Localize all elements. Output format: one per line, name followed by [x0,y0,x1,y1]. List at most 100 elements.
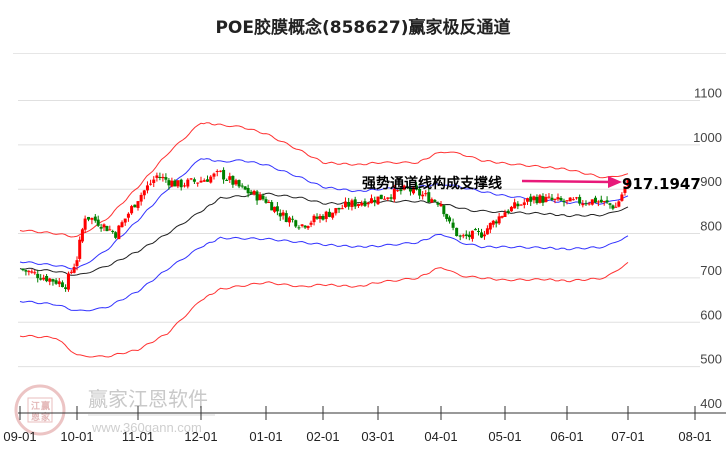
candle-body [99,227,103,229]
candle-body [590,199,594,205]
candle-body [102,224,106,228]
candle-body [96,219,100,226]
y-tick-label: 700 [700,263,722,278]
x-tick-label: 11-01 [122,429,154,444]
candle-body [54,280,58,284]
candle-body [120,222,124,228]
candle-body [376,196,380,205]
candle-body [513,202,517,209]
candle-body [553,198,557,200]
candle-body [350,200,354,207]
candle-body [547,196,551,198]
candle-body [497,216,501,224]
candle-body [596,201,600,203]
candle-body [294,220,298,227]
y-tick-label: 800 [700,219,722,234]
candle-body [27,271,31,273]
candle-body [568,197,572,202]
candle-body [45,275,49,282]
support-arrow-head-icon [608,176,622,188]
x-tick-label: 12-01 [184,429,217,444]
x-tick-label: 10-01 [60,429,93,444]
candle-body [461,235,465,237]
y-tick-label: 400 [700,396,722,411]
candle-body [126,213,130,218]
candle-body [476,230,480,232]
candle-body [522,202,526,205]
candle-body [581,203,585,206]
candle-body [158,176,162,178]
candle-body [356,204,360,207]
candle-body [343,201,347,208]
gridlines: 400 500 600 700 800 900 1000 1100 [18,85,722,411]
candle-body [93,216,97,221]
candle-body [133,204,137,208]
candle-body [209,176,213,183]
x-tick-label: 02-01 [306,429,339,444]
candle-body [526,198,530,202]
candle-body [451,222,455,228]
candle-body [123,218,127,223]
candle-body [306,225,310,229]
candle-body [421,194,425,197]
candle-body [485,228,489,235]
candle-body [215,171,219,173]
candle-body [69,271,73,273]
candle-body [412,187,416,194]
y-tick-label: 600 [700,307,722,322]
candle-body [225,179,229,181]
candle-body [108,229,112,231]
candle-body [327,211,331,217]
candle-body [347,201,351,207]
candle-body [249,191,253,194]
axes: 09-01 10-01 11-01 12-01 01-01 02-01 03-01 04-01… [3,406,726,444]
candle-body [64,287,68,289]
candle-body [315,216,319,219]
candle-body [199,180,203,183]
candle-body [252,190,256,195]
candle-body [267,202,271,204]
candle-body [105,226,109,232]
candle-body [402,185,406,190]
candle-body [51,279,55,282]
candle-body [455,227,459,237]
candle-body [418,188,422,196]
candle-body [173,180,177,187]
x-tick-label: 09-01 [3,429,36,444]
candle-body [246,188,250,194]
candle-body [500,216,504,218]
candle-body [186,179,190,187]
candle-body [243,186,247,190]
candle-body [611,205,615,209]
candle-body [60,282,64,288]
candle-body [281,212,285,216]
candle-body [261,195,265,200]
x-tick-label: 04-01 [424,429,457,444]
candle-body [620,194,624,201]
candle-body [448,217,452,222]
candle-body [149,183,153,185]
candle-body [340,208,344,210]
candle-body [565,200,569,202]
candle-body [550,197,554,200]
candle-body [379,194,383,200]
support-arrow-shaft [521,179,613,184]
candle-body [318,215,322,219]
middle-line [19,192,629,276]
candle-body [587,203,591,205]
candle-body [312,215,316,223]
candle-body [152,179,156,183]
candle-body [491,220,495,225]
candle-body [258,194,262,201]
candle-body [433,200,437,202]
candle-body [599,199,603,203]
candle-body [176,180,180,187]
x-tick-label: 03-01 [361,429,394,444]
candle-body [506,210,510,213]
candle-body [439,204,443,207]
candle-body [470,230,474,239]
candle-body [562,200,566,203]
x-tick-label: 01-01 [249,429,282,444]
candle-body [264,199,268,203]
candle-body [399,189,403,192]
